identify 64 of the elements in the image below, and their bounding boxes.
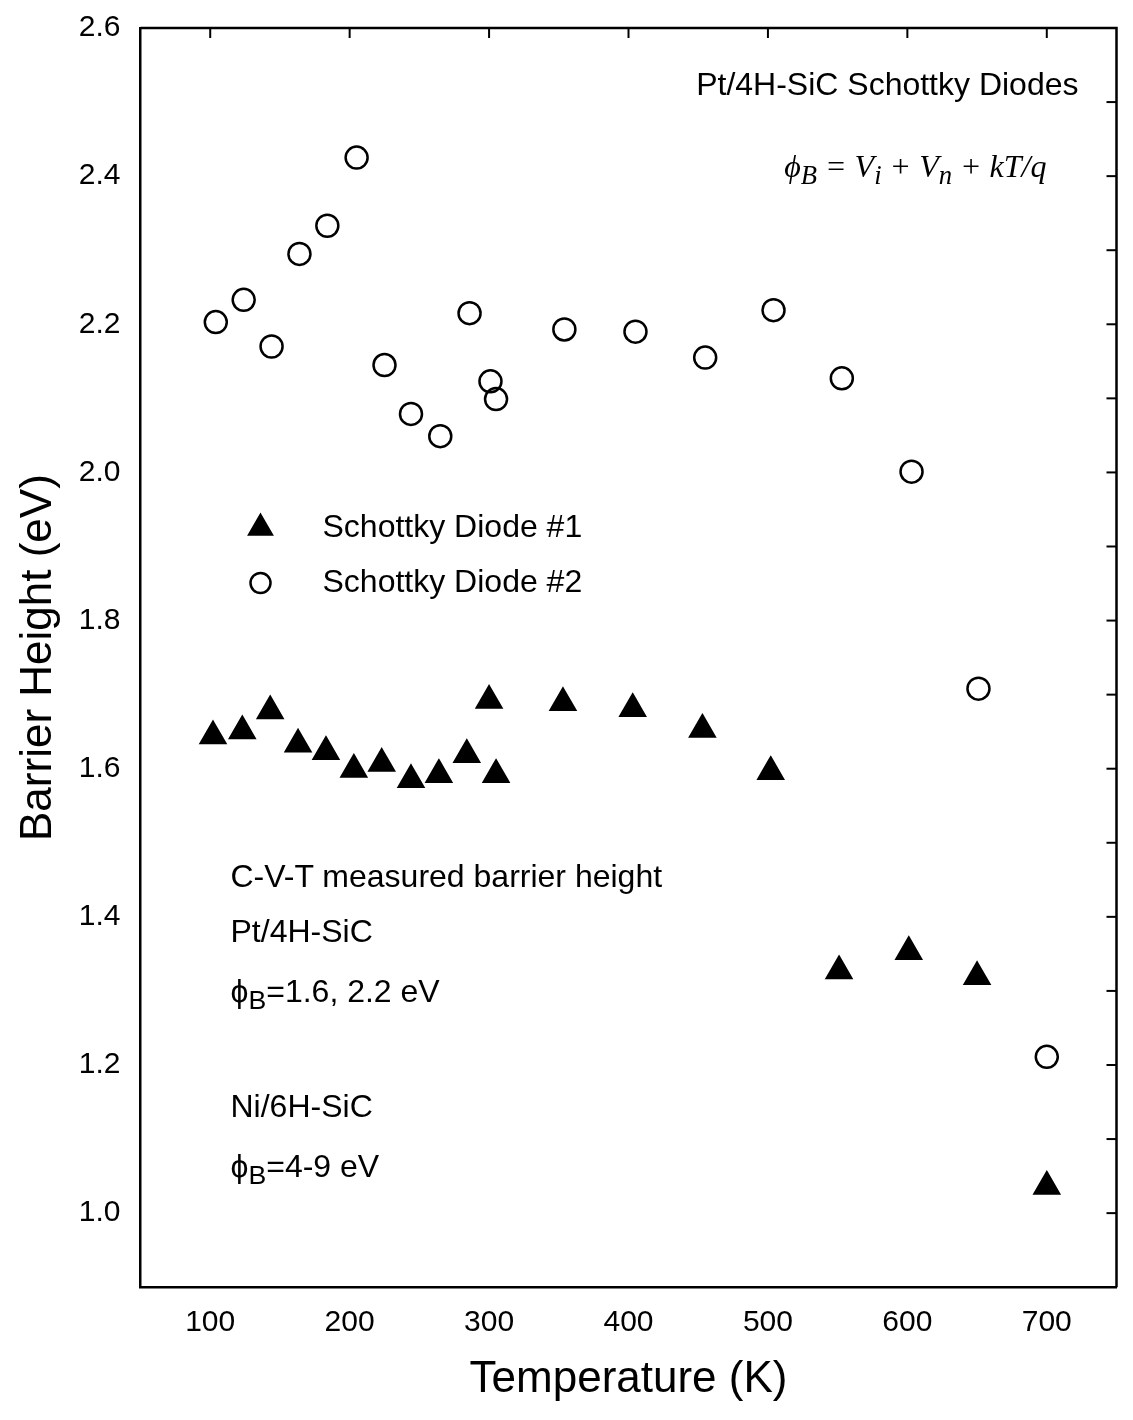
point [344,145,369,170]
point [623,319,648,344]
y-tick-label: 1.4 [78,898,121,932]
point [256,695,284,720]
point [259,334,284,359]
point [315,213,340,239]
point [963,961,991,986]
legend-label: Schottky Diode #1 [322,507,583,544]
x-tick-label: 200 [324,1304,375,1338]
point [368,748,396,772]
point [372,352,397,378]
x-axis-title: Temperature (K) [469,1351,788,1401]
point [761,297,786,323]
point [552,317,577,342]
annotation: Pt/4H-SiC [230,913,373,950]
point [619,693,647,717]
y-tick-label: 1.8 [78,601,121,635]
point [482,759,510,783]
point [231,287,256,313]
point [397,764,425,789]
annotation: ϕ$_{B}$=4-9 eV [230,1148,380,1192]
point [692,345,718,370]
y-tick-label: 1.2 [78,1046,121,1080]
x-tick-label: 700 [1021,1304,1072,1338]
point [829,366,855,391]
y-tick-label: 1.6 [78,749,121,783]
y-tick-label: 2.2 [78,305,121,339]
point [825,955,853,980]
annotation: ϕ$_{B}$=1.6, 2.2 eV [230,973,440,1017]
y-tick-label: 2.6 [78,9,121,43]
point [899,459,924,484]
point [689,714,716,738]
y-tick-label: 2.4 [78,157,121,191]
point [398,401,424,427]
point [228,715,256,740]
point [483,386,509,412]
y-tick-label: 2.0 [78,453,121,487]
x-tick-label: 400 [603,1304,654,1338]
point [203,309,229,335]
x-tick-label: 300 [464,1304,515,1338]
point [284,729,312,753]
annotation: ϕ$_{B}$ = V$_{i}$ + V$_{n}$ + kT/q [784,148,1047,192]
x-tick-label: 600 [882,1304,933,1338]
legend-label: Schottky Diode #2 [322,562,583,599]
point [478,369,503,394]
y-axis-title: Barrier Height (eV) [10,474,60,841]
point [425,759,453,783]
point [428,423,453,449]
y-tick-label: 1.0 [78,1194,121,1228]
point [453,739,481,763]
point [287,241,312,267]
point [757,756,785,780]
point [895,936,923,960]
x-tick-label: 500 [742,1304,793,1338]
annotation: Ni/6H-SiC [230,1088,373,1125]
point [457,300,482,326]
point [340,754,368,778]
point [549,687,577,712]
point [199,720,227,745]
annotation: Pt/4H-SiC Schottky Diodes [696,66,1079,103]
point [475,685,503,709]
annotation: C-V-T measured barrier height [230,858,663,895]
x-tick-label: 100 [185,1304,236,1338]
point [312,736,340,760]
